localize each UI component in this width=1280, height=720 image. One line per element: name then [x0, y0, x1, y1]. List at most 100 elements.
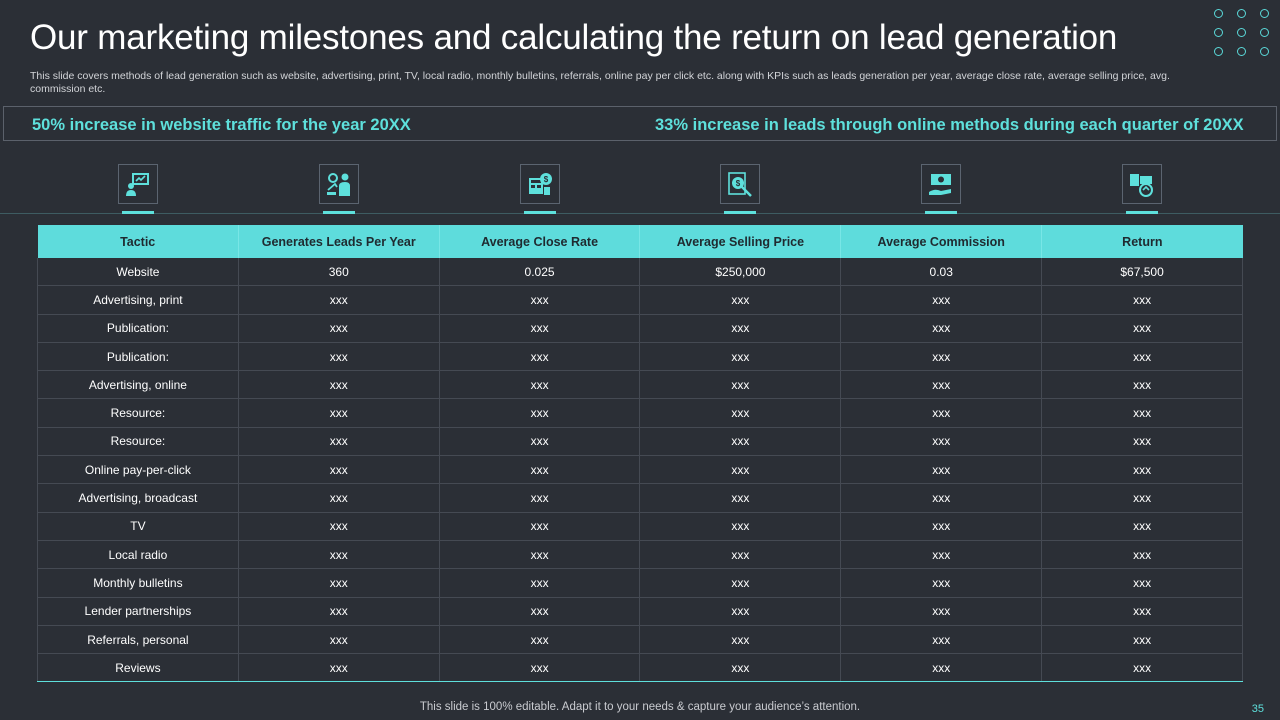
- table-cell: xxx: [840, 455, 1043, 485]
- dot-icon: [1260, 47, 1269, 56]
- tactic-cell: Reviews: [37, 653, 239, 683]
- table-cell: xxx: [238, 398, 440, 428]
- table-cell: xxx: [439, 398, 641, 428]
- table-cell: xxx: [439, 455, 641, 485]
- table-cell: xxx: [1041, 540, 1243, 570]
- table-cell: xxx: [238, 285, 440, 315]
- tactic-cell: Resource:: [37, 427, 239, 457]
- table-cell: xxx: [1041, 653, 1243, 683]
- icon-marker: [925, 211, 957, 214]
- table-cell: xxx: [238, 653, 440, 683]
- table-cell: 0.03: [840, 258, 1043, 287]
- table-cell: xxx: [238, 483, 440, 513]
- table-row: Publication: xxx xxx xxx xxx xxx: [37, 314, 1243, 343]
- column-header: Return: [1041, 225, 1243, 258]
- table-row: Website 360 0.025 $250,000 0.03 $67,500: [37, 258, 1243, 287]
- table-cell: xxx: [439, 427, 641, 457]
- tactic-cell: Publication:: [37, 342, 239, 372]
- table-cell: xxx: [639, 483, 842, 513]
- commission-icon: $: [720, 164, 760, 204]
- table-cell: xxx: [238, 370, 440, 400]
- tactic-cell: Online pay-per-click: [37, 455, 239, 485]
- table-cell: xxx: [1041, 512, 1243, 541]
- slide-subtitle: This slide covers methods of lead genera…: [30, 70, 1170, 95]
- icon-marker: [524, 211, 556, 214]
- table-cell: xxx: [1041, 455, 1243, 485]
- table-cell: xxx: [840, 398, 1043, 428]
- table-cell: xxx: [238, 512, 440, 541]
- table-cell: xxx: [840, 370, 1043, 400]
- table-row: Monthly bulletins xxx xxx xxx xxx xxx: [37, 568, 1243, 598]
- dot-icon: [1214, 28, 1223, 37]
- table-cell: xxx: [840, 597, 1043, 626]
- table-cell: xxx: [439, 285, 641, 315]
- dot-icon: [1260, 9, 1269, 18]
- table-cell: xxx: [1041, 427, 1243, 457]
- milestone-online-leads: 33% increase in leads through online met…: [655, 116, 1244, 134]
- table-cell: xxx: [439, 653, 641, 683]
- table-cell: xxx: [1041, 398, 1243, 428]
- tactic-cell: Lender partnerships: [37, 597, 239, 626]
- dot-icon: [1237, 28, 1246, 37]
- table-cell: xxx: [238, 625, 440, 655]
- decorative-dots: [1212, 7, 1272, 62]
- table-cell: xxx: [840, 568, 1043, 598]
- table-row: Lender partnerships xxx xxx xxx xxx xxx: [37, 597, 1243, 626]
- svg-text:$: $: [544, 175, 549, 184]
- tactic-cell: Website: [37, 258, 239, 287]
- table-cell: xxx: [840, 483, 1043, 513]
- table-row: Online pay-per-click xxx xxx xxx xxx xxx: [37, 455, 1243, 485]
- icon-marker: [1126, 211, 1158, 214]
- tactic-cell: Publication:: [37, 314, 239, 343]
- table-cell: xxx: [238, 342, 440, 372]
- slide-title: Our marketing milestones and calculating…: [30, 18, 1118, 57]
- table-cell: xxx: [439, 483, 641, 513]
- tactic-cell: Advertising, broadcast: [37, 483, 239, 513]
- table-cell: xxx: [238, 314, 440, 343]
- milestone-website-traffic: 50% increase in website traffic for the …: [32, 116, 411, 134]
- table-row: Referrals, personal xxx xxx xxx xxx xxx: [37, 625, 1243, 655]
- table-cell: xxx: [1041, 568, 1243, 598]
- table-cell: xxx: [840, 540, 1043, 570]
- table-cell: xxx: [238, 568, 440, 598]
- icon-marker: [724, 211, 756, 214]
- table-cell: xxx: [639, 512, 842, 541]
- column-header: Average Commission: [840, 225, 1043, 258]
- column-header: Tactic: [37, 225, 239, 258]
- table-cell: xxx: [238, 427, 440, 457]
- tactic-cell: Local radio: [37, 540, 239, 570]
- dot-icon: [1260, 28, 1269, 37]
- table-cell: xxx: [840, 625, 1043, 655]
- table-cell: xxx: [1041, 597, 1243, 626]
- return-icon: [1122, 164, 1162, 204]
- table-row: Advertising, print xxx xxx xxx xxx xxx: [37, 285, 1243, 315]
- table-cell: xxx: [439, 512, 641, 541]
- lead-generation-table: Tactic Generates Leads Per Year Average …: [37, 225, 1243, 683]
- table-row: Advertising, broadcast xxx xxx xxx xxx xxx: [37, 483, 1243, 513]
- table-cell: 0.025: [439, 258, 641, 287]
- table-cell: xxx: [439, 342, 641, 372]
- table-cell: $250,000: [639, 258, 842, 287]
- table-cell: xxx: [439, 625, 641, 655]
- table-cell: xxx: [840, 653, 1043, 683]
- table-cell: xxx: [840, 285, 1043, 315]
- divider-line: [0, 213, 1280, 214]
- table-cell: xxx: [840, 342, 1043, 372]
- table-cell: xxx: [238, 455, 440, 485]
- table-cell: xxx: [238, 540, 440, 570]
- table-cell: xxx: [439, 568, 641, 598]
- table-cell: xxx: [639, 568, 842, 598]
- dot-icon: [1214, 47, 1223, 56]
- column-header: Generates Leads Per Year: [238, 225, 440, 258]
- table-cell: xxx: [639, 398, 842, 428]
- table-cell: xxx: [1041, 625, 1243, 655]
- table-row: Advertising, online xxx xxx xxx xxx xxx: [37, 370, 1243, 400]
- table-row: Resource: xxx xxx xxx xxx xxx: [37, 427, 1243, 457]
- table-row: Resource: xxx xxx xxx xxx xxx: [37, 398, 1243, 428]
- table-cell: xxx: [639, 625, 842, 655]
- selling-price-icon: $: [520, 164, 560, 204]
- milestones-banner: 50% increase in website traffic for the …: [3, 106, 1277, 141]
- tactic-cell: Advertising, print: [37, 285, 239, 315]
- table-cell: xxx: [1041, 342, 1243, 372]
- money-hand-icon: [921, 164, 961, 204]
